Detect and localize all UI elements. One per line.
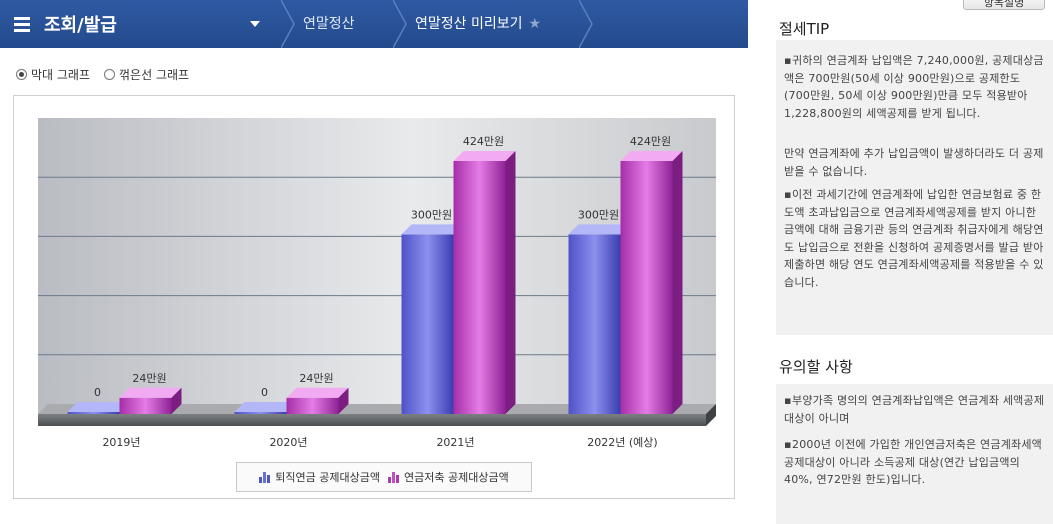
bar xyxy=(401,234,454,414)
bar-top xyxy=(568,224,631,235)
bar-graph-radio[interactable]: 막대 그래프 xyxy=(16,66,90,83)
tip-item: 만약 연금계좌에 추가 납입금액이 발생하더라도 더 공제 받을 수 없습니다. xyxy=(784,145,1046,180)
chart-floor-top xyxy=(38,404,716,414)
bar xyxy=(568,234,621,414)
bar-value-label: 24만원 xyxy=(132,372,166,385)
bar-top xyxy=(401,224,464,235)
note-item-text: 2000년 이전에 가입한 개인연금저축은 연금계좌세액공제대상이 아니라 소득… xyxy=(784,438,1042,486)
tip-title: 절세TIP xyxy=(779,20,830,38)
line-graph-label: 꺾은선 그래프 xyxy=(119,68,190,82)
legend-item-retirement: 퇴직연금 공제대상금액 xyxy=(259,469,380,485)
chart-floor xyxy=(38,414,706,426)
chart-floor-side xyxy=(706,404,716,426)
bar-top xyxy=(453,150,516,161)
caret-down-icon xyxy=(250,21,260,27)
item-description-button[interactable]: 항목설명 xyxy=(963,0,1045,10)
note-item: ▪2000년 이전에 가입한 개인연금저축은 연금계좌세액공제대상이 아니라 소… xyxy=(784,436,1046,489)
bar-chart: 0 24만원 2019년 0 24만원 2020년 300만원 424만원 2021년 300만원… xyxy=(38,118,716,449)
bar xyxy=(286,397,339,414)
bar-side xyxy=(171,387,182,414)
bar xyxy=(453,160,506,414)
favorite-star-icon[interactable]: ★ xyxy=(528,16,542,32)
bar-value-label: 0 xyxy=(261,386,268,399)
breadcrumb-separator-icon xyxy=(579,0,593,48)
bar-side xyxy=(505,150,516,414)
bar-value-label: 424만원 xyxy=(463,135,504,148)
bullet-icon: ▪ xyxy=(784,54,792,67)
bar-top xyxy=(620,150,683,161)
bar-value-label: 300만원 xyxy=(578,208,619,221)
tip-item-text: 귀하의 연금계좌 납입액은 7,240,000원, 공제대상금액은 700만원(… xyxy=(784,54,1044,120)
breadcrumb-preview[interactable]: 연말정산 미리보기 ★ xyxy=(415,0,541,48)
tip-item-text: 이전 과세기간에 연금계좌에 납입한 연금보험료 중 한도액 초과납입금으로 연… xyxy=(784,188,1044,289)
bar-value-label: 24만원 xyxy=(299,372,333,385)
top-nav-bar: 조회/발급 연말정산 연말정산 미리보기 ★ xyxy=(0,0,748,48)
tip-box: ▪귀하의 연금계좌 납입액은 7,240,000원, 공제대상금액은 700만원… xyxy=(776,40,1053,335)
bar xyxy=(234,412,287,414)
hamburger-icon xyxy=(14,16,30,32)
bar-side xyxy=(672,150,683,414)
bullet-icon: ▪ xyxy=(784,188,792,201)
bar-value-label: 0 xyxy=(94,386,101,399)
legend-label-savings: 연금저축 공제대상금액 xyxy=(404,471,509,484)
bar xyxy=(119,397,172,414)
nav-title: 조회/발급 xyxy=(44,15,117,36)
radio-unselected-icon xyxy=(104,69,116,80)
bar-graph-label: 막대 그래프 xyxy=(31,68,91,82)
notes-box: ▪부양가족 명의의 연금계좌납입액은 연금계좌 세액공제 대상이 아니며 ▪20… xyxy=(776,384,1053,524)
note-item: ▪부양가족 명의의 연금계좌납입액은 연금계좌 세액공제 대상이 아니며 xyxy=(784,392,1046,427)
tip-item: ▪귀하의 연금계좌 납입액은 7,240,000원, 공제대상금액은 700만원… xyxy=(784,52,1046,122)
radio-selected-icon xyxy=(16,69,27,80)
tip-item: ▪이전 과세기간에 연금계좌에 납입한 연금보험료 중 한도액 초과납입금으로 … xyxy=(784,186,1046,291)
bullet-icon: ▪ xyxy=(784,394,792,407)
bar xyxy=(620,160,673,414)
line-graph-radio[interactable]: 꺾은선 그래프 xyxy=(104,66,189,83)
x-tick-label: 2019년 xyxy=(102,436,140,449)
bar-top xyxy=(67,402,130,412)
breadcrumb-separator-icon xyxy=(393,0,407,48)
chart-panel: 0 24만원 2019년 0 24만원 2020년 300만원 424만원 2021년 300만원… xyxy=(13,95,735,499)
note-item-text: 부양가족 명의의 연금계좌납입액은 연금계좌 세액공제 대상이 아니며 xyxy=(784,394,1045,425)
bar-chart-icon xyxy=(388,471,400,483)
bar-chart-icon xyxy=(259,471,271,483)
menu-dropdown[interactable]: 조회/발급 xyxy=(0,0,281,48)
x-tick-label: 2022년 (예상) xyxy=(587,436,657,449)
bar-value-label: 424만원 xyxy=(630,135,671,148)
x-tick-label: 2020년 xyxy=(269,436,307,449)
bullet-icon: ▪ xyxy=(784,438,792,451)
bar xyxy=(67,412,120,414)
breadcrumb-year-end-settlement[interactable]: 연말정산 xyxy=(303,16,355,32)
chart-type-options: 막대 그래프 꺾은선 그래프 xyxy=(16,66,189,83)
breadcrumb-preview-label: 연말정산 미리보기 xyxy=(415,16,523,32)
bar-top xyxy=(286,387,349,398)
side-panel: 항목설명 절세TIP ▪귀하의 연금계좌 납입액은 7,240,000원, 공제… xyxy=(763,0,1053,524)
notes-title: 유의할 사항 xyxy=(779,358,853,376)
legend-label-retirement: 퇴직연금 공제대상금액 xyxy=(275,471,380,484)
chart-legend: 퇴직연금 공제대상금액 연금저축 공제대상금액 xyxy=(236,462,532,492)
bar-top xyxy=(119,387,182,398)
bar-top xyxy=(234,402,297,412)
bar-value-label: 300만원 xyxy=(411,208,452,221)
x-tick-label: 2021년 xyxy=(436,436,474,449)
breadcrumb-separator-icon xyxy=(281,0,295,48)
tip-item-text: 만약 연금계좌에 추가 납입금액이 발생하더라도 더 공제 받을 수 없습니다. xyxy=(784,147,1044,178)
legend-item-savings: 연금저축 공제대상금액 xyxy=(388,469,509,485)
bar-side xyxy=(338,387,349,414)
